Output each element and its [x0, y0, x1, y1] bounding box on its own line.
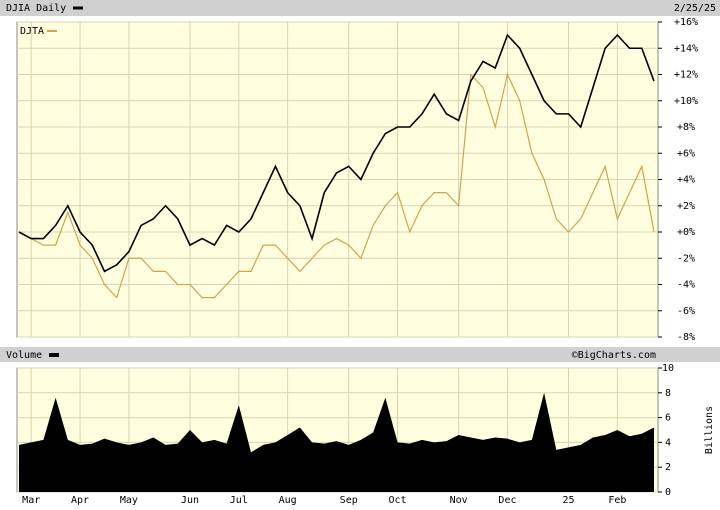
y-tick-label: +16%	[674, 17, 698, 28]
legend-label: DJIA Daily	[6, 3, 66, 14]
y-tick-label: +0%	[677, 227, 695, 238]
x-tick-label: Jul	[230, 495, 248, 506]
y-tick-label: +12%	[674, 70, 698, 81]
y-tick-label: +8%	[677, 122, 695, 133]
y-tick-label: 4	[665, 437, 671, 448]
x-tick-label: Sep	[340, 495, 358, 506]
y-tick-label: -8%	[677, 332, 695, 343]
volume-title: Volume	[6, 350, 42, 361]
x-tick-label: Feb	[608, 495, 626, 506]
x-tick-label: Apr	[71, 495, 89, 506]
series-line	[18, 72, 655, 299]
y-axis-title: Billions	[704, 406, 715, 454]
legend-label: DJTA	[20, 26, 44, 37]
x-tick-label: Jun	[181, 495, 199, 506]
series-line	[18, 33, 655, 273]
price-header	[0, 0, 720, 16]
source: ©BigCharts.com	[572, 350, 656, 361]
y-tick-label: 6	[665, 413, 671, 424]
y-tick-label: +14%	[674, 43, 698, 54]
x-tick-label: Dec	[498, 495, 516, 506]
legend-swatch	[49, 353, 59, 357]
x-tick-label: Aug	[279, 495, 297, 506]
y-tick-label: +2%	[677, 201, 695, 212]
x-tick-label: May	[120, 495, 138, 506]
y-tick-label: 2	[665, 462, 671, 473]
x-tick-label: Mar	[22, 495, 40, 506]
y-tick-label: 0	[665, 487, 671, 498]
x-tick-label: Oct	[389, 495, 407, 506]
y-tick-label: 10	[662, 363, 674, 374]
volume-area	[19, 392, 654, 492]
y-tick-label: +6%	[677, 148, 695, 159]
date-label: 2/25/25	[674, 3, 716, 14]
y-tick-label: -6%	[677, 306, 695, 317]
y-tick-label: -4%	[677, 280, 695, 291]
y-tick-label: +4%	[677, 175, 695, 186]
x-tick-label: 25	[562, 495, 574, 506]
y-tick-label: 8	[665, 388, 671, 399]
y-tick-label: -2%	[677, 253, 695, 264]
x-tick-label: Nov	[450, 495, 468, 506]
y-tick-label: +10%	[674, 96, 698, 107]
volume-header	[0, 347, 720, 362]
